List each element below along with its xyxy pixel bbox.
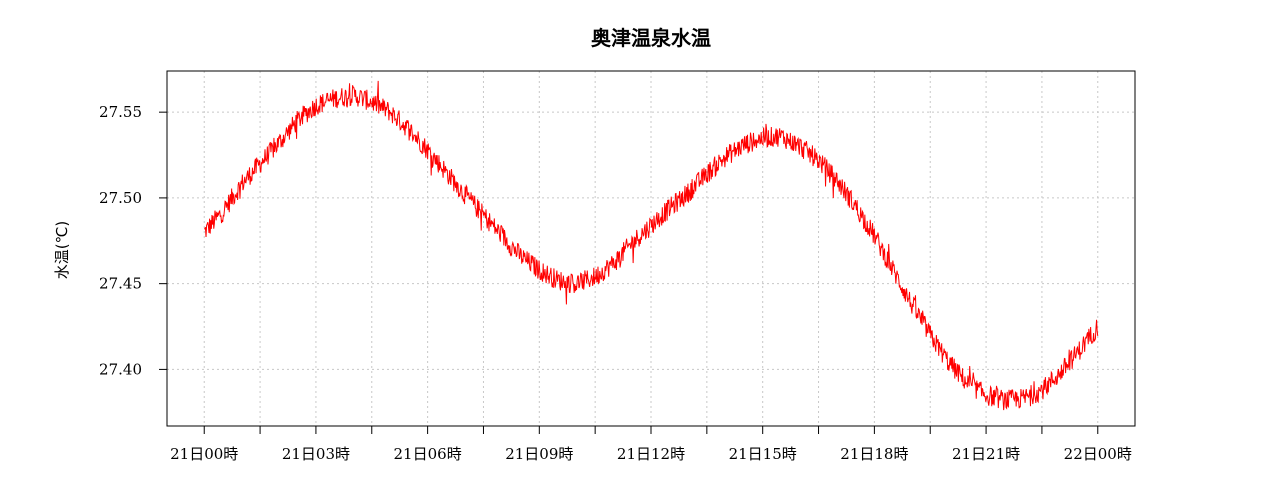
x-tick-label: 21日00時 [170, 445, 238, 463]
x-tick-label: 21日15時 [729, 445, 797, 463]
chart-title: 奥津温泉水温 [591, 26, 711, 50]
y-axis-label: 水温(℃) [53, 221, 71, 280]
x-tick-label: 21日18時 [840, 445, 908, 463]
x-axis: 21日00時 21日03時 21日06時 21日09時 21日12時 21日15時 21日1… [170, 426, 1132, 463]
x-tick-label: 21日21時 [952, 445, 1020, 463]
grid [167, 71, 1135, 426]
x-tick-label: 22日00時 [1064, 445, 1132, 463]
y-tick-label: 27.50 [99, 189, 142, 207]
y-tick-label: 27.45 [99, 275, 142, 293]
y-axis: 27.40 27.45 27.50 27.55 [99, 103, 167, 378]
x-tick-label: 21日09時 [505, 445, 573, 463]
x-tick-label: 21日12時 [617, 445, 685, 463]
x-tick-label: 21日06時 [394, 445, 462, 463]
x-tick-label: 21日03時 [282, 445, 350, 463]
y-tick-label: 27.55 [99, 103, 142, 121]
y-tick-label: 27.40 [99, 360, 142, 378]
series-layer [204, 80, 1099, 411]
series-line [204, 80, 1099, 411]
